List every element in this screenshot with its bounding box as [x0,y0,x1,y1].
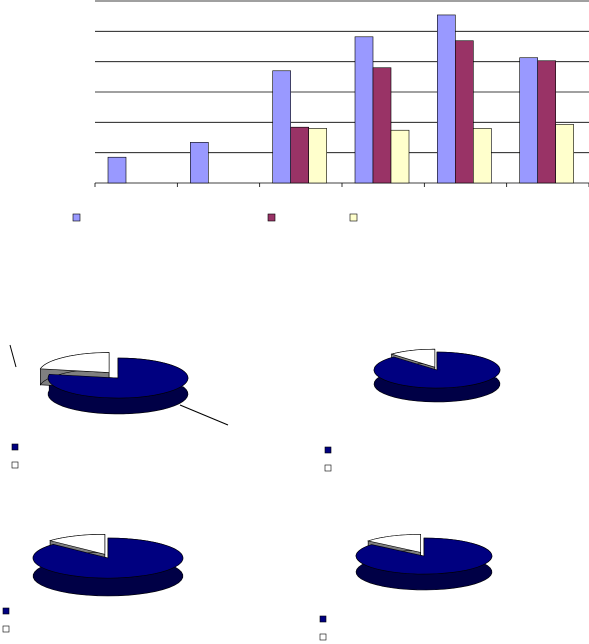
legend-swatch [11,461,19,469]
pie-slice [373,351,501,389]
bar [537,60,556,184]
legend-swatch [319,633,327,641]
pie-slice [367,534,421,553]
legend-swatch [2,607,10,615]
legend-swatch [2,625,10,633]
legend-swatch [324,464,332,472]
legend-swatch [324,446,332,454]
bar [372,67,392,184]
pie-slice [47,357,189,399]
legend-swatch [267,213,276,222]
pie-slice [355,537,493,575]
leader-line [179,404,229,426]
bar [519,57,538,184]
legend-swatch [349,213,358,222]
pie-slice [390,348,436,368]
bar [107,156,127,184]
bar [437,14,456,184]
bar [555,124,574,184]
legend-swatch [11,443,19,451]
leader-line [9,344,17,368]
bar [290,126,309,184]
bar [390,129,410,184]
legend-swatch [72,213,81,222]
pie-slice [48,534,106,555]
bar [354,36,374,184]
bar [308,128,327,184]
legend-swatch [319,615,327,623]
bar [190,142,209,184]
pie-slice [32,537,184,579]
bar [473,128,492,184]
bar [272,70,291,184]
bar [455,40,474,184]
pie-slice [39,352,110,373]
